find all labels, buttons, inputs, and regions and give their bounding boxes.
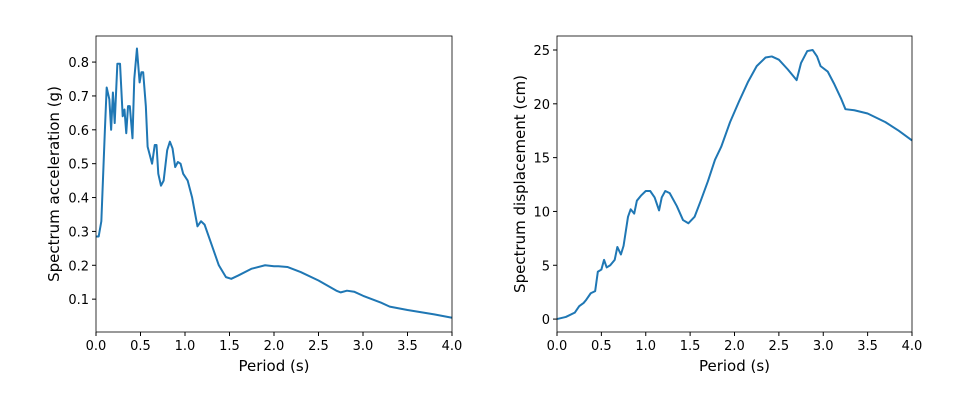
y-tick-label: 20 bbox=[533, 98, 550, 113]
x-tick-label: 4.0 bbox=[442, 339, 463, 354]
plot-area bbox=[557, 36, 912, 332]
x-tick-label: 0.0 bbox=[547, 339, 568, 354]
x-axis-label: Period (s) bbox=[238, 357, 309, 375]
x-tick-label: 3.0 bbox=[353, 339, 374, 354]
y-tick-label: 0 bbox=[542, 313, 550, 328]
x-axis-label: Period (s) bbox=[699, 357, 770, 375]
x-tick-label: 0.5 bbox=[130, 339, 151, 354]
y-tick-label: 0.5 bbox=[68, 158, 89, 173]
x-tick-label: 0.0 bbox=[86, 339, 107, 354]
y-tick-label: 5 bbox=[542, 259, 550, 274]
y-axis-label: Spectrum displacement (cm) bbox=[511, 75, 529, 293]
x-tick-label: 2.0 bbox=[264, 339, 285, 354]
x-tick-label: 2.5 bbox=[308, 339, 329, 354]
x-tick-label: 2.5 bbox=[769, 339, 790, 354]
y-tick-label: 0.1 bbox=[68, 293, 89, 308]
y-tick-label: 0.4 bbox=[68, 192, 89, 207]
y-tick-label: 0.2 bbox=[68, 259, 89, 274]
x-tick-label: 0.5 bbox=[591, 339, 612, 354]
y-axis-label: Spectrum acceleration (g) bbox=[45, 86, 63, 282]
y-tick-label: 10 bbox=[533, 205, 550, 220]
x-tick-label: 3.5 bbox=[857, 339, 878, 354]
y-tick-label: 25 bbox=[533, 44, 550, 59]
x-tick-label: 2.0 bbox=[724, 339, 745, 354]
x-tick-label: 1.5 bbox=[219, 339, 240, 354]
y-tick-label: 0.7 bbox=[68, 90, 89, 105]
x-tick-label: 1.0 bbox=[175, 339, 196, 354]
x-tick-label: 3.0 bbox=[813, 339, 834, 354]
y-tick-label: 0.3 bbox=[68, 225, 89, 240]
x-tick-label: 1.0 bbox=[635, 339, 656, 354]
x-tick-label: 4.0 bbox=[902, 339, 923, 354]
plot-area bbox=[96, 36, 452, 332]
x-tick-label: 3.5 bbox=[397, 339, 418, 354]
y-tick-label: 0.8 bbox=[68, 56, 89, 71]
y-tick-label: 15 bbox=[533, 152, 550, 167]
data-line bbox=[96, 47, 453, 319]
x-tick-label: 1.5 bbox=[680, 339, 701, 354]
y-tick-label: 0.6 bbox=[68, 124, 89, 139]
data-line bbox=[556, 48, 913, 321]
